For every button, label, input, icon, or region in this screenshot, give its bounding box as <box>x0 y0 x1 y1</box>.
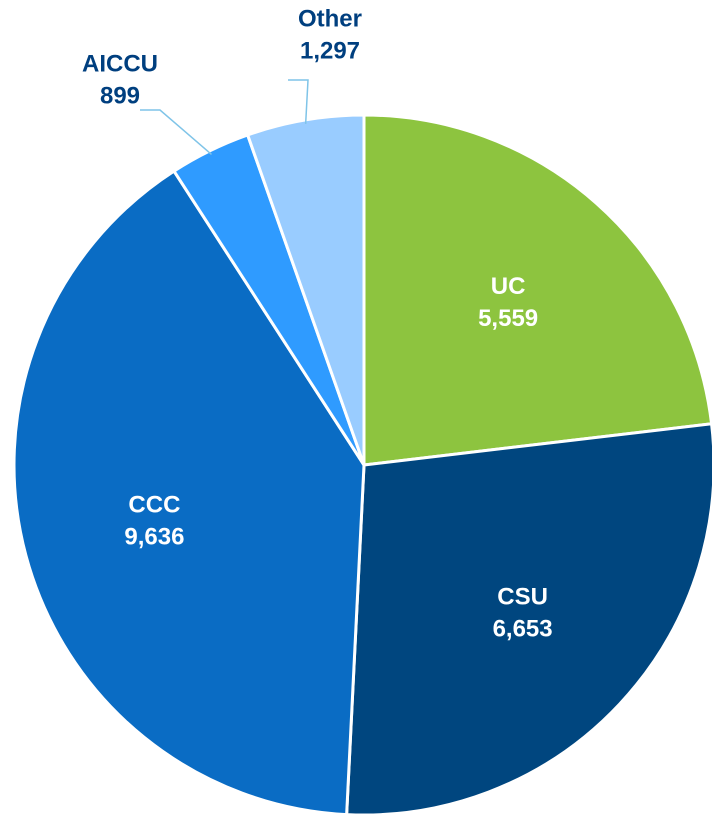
slice-label: AICCU <box>82 50 158 77</box>
value-label: 899 <box>100 82 140 109</box>
value-label: 5,559 <box>478 305 538 332</box>
pie-slice <box>245 113 366 466</box>
value-label: 6,653 <box>493 615 553 642</box>
slice-label: UC <box>491 273 526 300</box>
slice-label: CSU <box>497 583 548 610</box>
slice-label: Other <box>298 5 362 32</box>
pie-slice <box>362 113 712 467</box>
slice-label: CCC <box>128 492 180 519</box>
leader-line <box>140 109 213 155</box>
value-label: 9,636 <box>124 524 184 551</box>
leader-line <box>288 79 309 124</box>
value-label: 1,297 <box>300 37 360 64</box>
